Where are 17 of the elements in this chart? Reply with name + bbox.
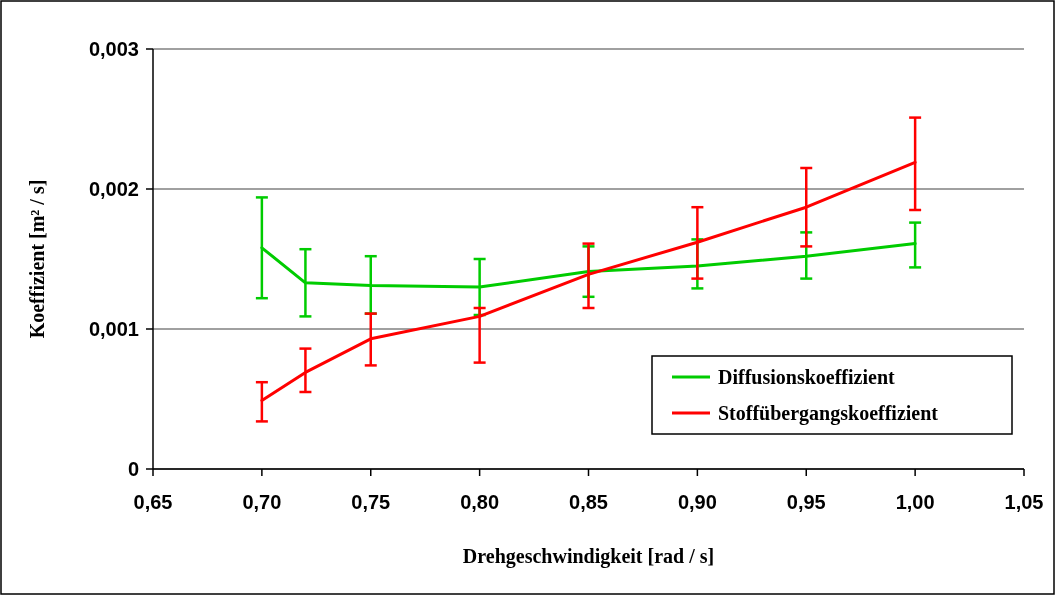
x-tick-label: 0,75 <box>351 491 391 513</box>
legend-label: Diffusionskoeffizient <box>718 366 895 388</box>
y-tick-label: 0 <box>127 458 139 480</box>
x-tick-label: 0,65 <box>133 491 173 513</box>
x-tick-label: 1,00 <box>895 491 935 513</box>
x-tick-label: 0,85 <box>569 491 608 513</box>
x-tick-label: 1,05 <box>1004 491 1044 513</box>
y-tick-label: 0,001 <box>88 318 139 340</box>
y-axis-title: Koeffizient [m² / s] <box>26 179 48 339</box>
x-tick-label: 0,95 <box>786 491 826 513</box>
x-tick-label: 0,70 <box>242 491 282 513</box>
x-axis-title: Drehgeschwindigkeit [rad / s] <box>462 545 715 568</box>
x-tick-label: 0,80 <box>460 491 500 513</box>
x-tick-label: 0,90 <box>677 491 717 513</box>
y-tick-label: 0,002 <box>88 178 139 200</box>
y-tick-label: 0,003 <box>88 38 139 60</box>
legend-label: Stoffübergangskoeffizient <box>718 402 939 425</box>
